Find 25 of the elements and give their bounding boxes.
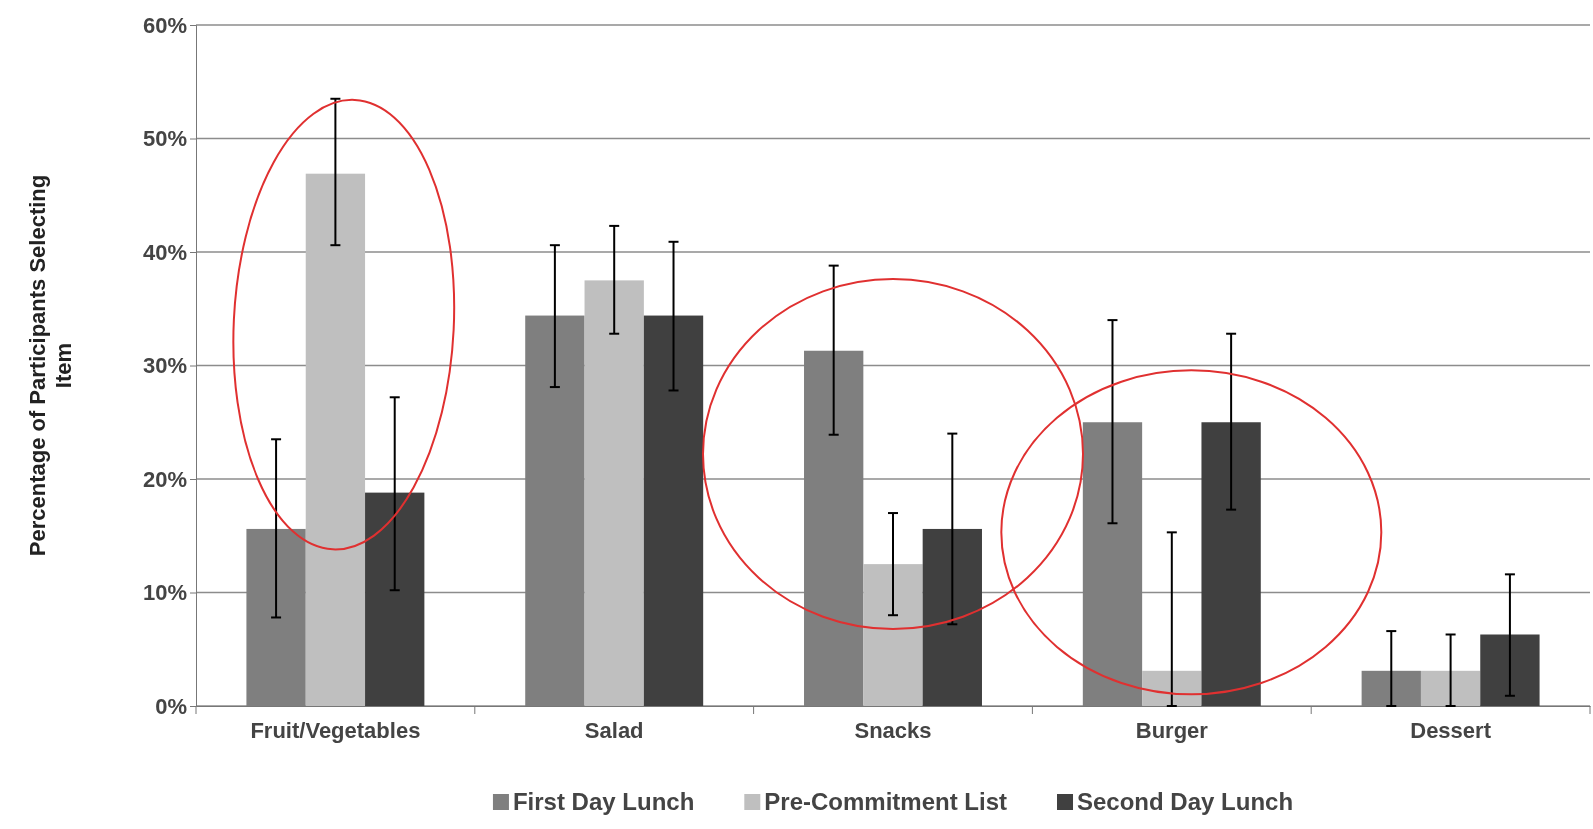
y-tick-label: 60% <box>142 12 187 38</box>
y-axis-title: Percentage of Participants Selecting Item <box>25 174 76 557</box>
x-tick-label: Burger <box>1135 717 1209 743</box>
x-tick-label: Salad <box>584 717 644 743</box>
bar <box>365 492 425 706</box>
legend-label: Pre-Commitment List <box>764 788 1008 815</box>
bar <box>305 173 366 706</box>
legend-label: First Day Lunch <box>512 788 695 815</box>
y-tick-label: 30% <box>142 353 187 379</box>
legend-label: Second Day Lunch <box>1077 788 1294 815</box>
bar <box>863 564 923 706</box>
bar <box>1201 422 1261 706</box>
y-tick-label: 20% <box>142 466 187 492</box>
x-tick-label: Dessert <box>1410 717 1492 743</box>
bar <box>584 280 644 706</box>
bar <box>643 315 704 706</box>
y-tick-label: 10% <box>142 580 187 606</box>
bar <box>1420 670 1481 706</box>
y-tick-label: 0% <box>155 693 187 719</box>
x-tick-label: Fruit/Vegetables <box>250 717 421 743</box>
y-tick-label: 50% <box>142 126 187 152</box>
x-tick-label: Snacks <box>854 717 932 743</box>
bar <box>922 528 982 706</box>
y-tick-label: 40% <box>142 239 187 265</box>
bar <box>1480 634 1540 706</box>
